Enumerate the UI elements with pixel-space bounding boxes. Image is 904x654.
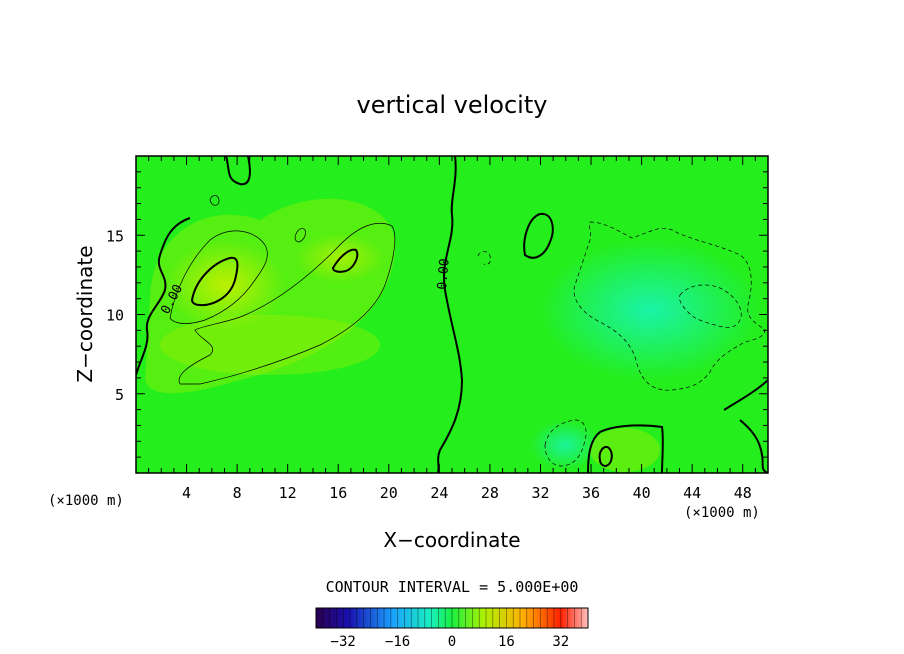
positive-region-bottom — [590, 428, 660, 472]
positive-max-bottom — [598, 446, 613, 468]
positive-max-mid — [331, 248, 359, 273]
x-tick-label: 36 — [582, 484, 600, 502]
negative-region-bottom — [530, 420, 600, 470]
zero-contour-middle — [437, 156, 464, 473]
colorbar-tick-label: −16 — [385, 634, 410, 650]
contour-5-left — [169, 230, 268, 324]
negative-region-right — [540, 240, 760, 380]
positive-contours — [169, 195, 396, 385]
x-tick-label: 24 — [430, 484, 448, 502]
colorbar-tick-label: −32 — [331, 634, 356, 650]
x-tick-label: 40 — [633, 484, 651, 502]
contour-neg5-right — [573, 221, 766, 391]
contour-5-small-top — [209, 195, 220, 206]
x-tick-label: 48 — [734, 484, 752, 502]
x-tick-label: 12 — [279, 484, 297, 502]
x-unit-left: (×1000 m) — [48, 493, 124, 509]
positive-max-left — [190, 256, 239, 307]
colorbar-tick-label: 0 — [448, 634, 456, 650]
x-tick-label: 32 — [531, 484, 549, 502]
contour-5-small — [294, 228, 306, 243]
x-tick-label: 44 — [683, 484, 701, 502]
chart-title: vertical velocity — [357, 91, 548, 119]
zero-contour-left — [136, 217, 191, 376]
zero-contour-bottom — [587, 424, 664, 473]
colorbar: −32 −16 0 16 32 — [315, 607, 589, 650]
positive-core-left — [165, 240, 285, 330]
contour-neg5-inner — [679, 284, 742, 328]
positive-max-right — [523, 212, 554, 259]
x-tick-label: 4 — [182, 484, 191, 502]
y-tick-label: 15 — [106, 227, 124, 245]
x-axis-tick-labels: 4 8 12 16 20 24 28 32 36 40 44 48 — [182, 484, 752, 502]
x-tick-label: 8 — [233, 484, 242, 502]
y-axis-tick-labels: 5 10 15 — [106, 227, 124, 404]
y-axis-label: Z−coordinate — [73, 245, 97, 382]
contour-interval-label: CONTOUR INTERVAL = 5.000E+00 — [326, 578, 579, 596]
x-tick-label: 16 — [329, 484, 347, 502]
colorbar-frame — [315, 607, 589, 629]
y-tick-label: 5 — [115, 386, 124, 404]
x-axis-ticks — [135, 156, 769, 473]
x-axis-label: X−coordinate — [383, 528, 520, 552]
x-tick-label: 20 — [380, 484, 398, 502]
colorbar-stripes — [315, 608, 589, 628]
contour-label-middle: 0.00 — [435, 258, 453, 291]
colorbar-tick-labels: −32 −16 0 16 32 — [331, 634, 570, 650]
positive-band-lower — [160, 315, 380, 375]
zero-contour-bottom-right — [723, 379, 768, 411]
contour-5-band — [178, 222, 396, 385]
x-tick-label: 28 — [481, 484, 499, 502]
zero-contour-bottom-right-2 — [739, 419, 768, 473]
y-axis-ticks — [136, 155, 768, 474]
plot-area: 0.00 0.00 — [136, 156, 768, 473]
colorbar-tick-label: 32 — [552, 634, 569, 650]
x-unit-right: (×1000 m) — [684, 505, 760, 521]
contour-neg5-bottom — [544, 419, 587, 467]
contour-neg5-small — [477, 251, 491, 265]
zero-contour-top-left — [225, 156, 251, 186]
zero-contours — [136, 156, 768, 473]
colorbar-tick-label: 16 — [498, 634, 515, 650]
negative-contours — [477, 221, 766, 467]
y-tick-label: 10 — [106, 307, 124, 325]
